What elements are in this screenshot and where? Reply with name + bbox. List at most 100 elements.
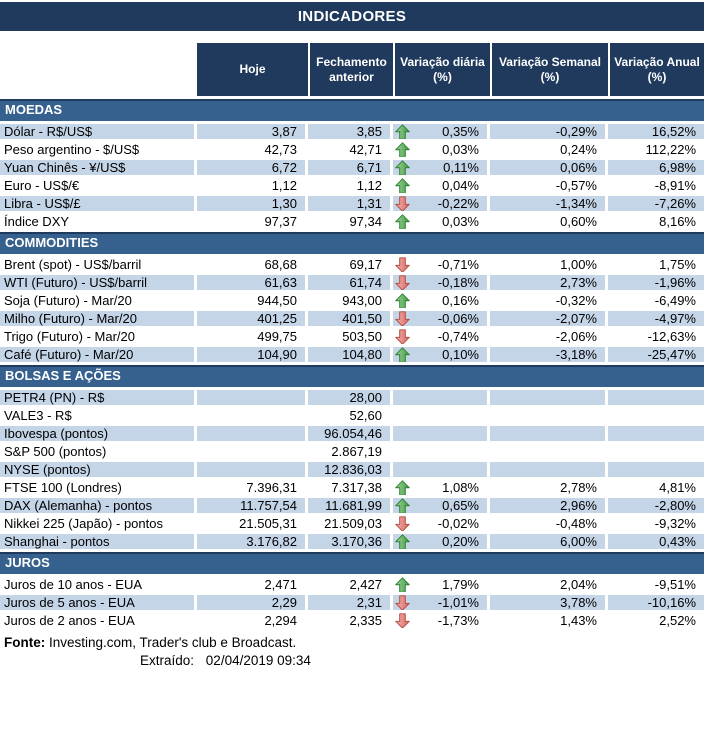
indicator-label-text: DAX (Alemanha) - pontos [4,498,153,513]
variacao-anual-value: 4,81% [608,480,704,498]
up-arrow-icon [395,214,410,229]
table-row: Yuan Chinês - ¥/US$ 6,72 6,71 0,11% 0,06% 6,9… [0,160,704,178]
column-header-variacao-diaria: Variação diária (%) [393,43,490,99]
table-row: Juros de 2 anos - EUA 2,294 2,335 -1,73% 1,4… [0,613,704,631]
indicator-label-text: Ibovespa (pontos) [4,426,109,441]
hoje-value: 944,50 [197,293,308,311]
variacao-diaria-value: -0,02% [393,516,490,534]
table-row: S&P 500 (pontos) 2.867,19 [0,444,704,462]
hoje-value-text: 61,63 [264,275,297,290]
hoje-value: 2,471 [197,577,308,595]
fechamento-value-text: 69,17 [349,257,382,272]
footer: Fonte: Investing.com, Trader's club e Br… [0,631,704,672]
up-arrow-icon [395,534,410,549]
fechamento-value-text: 28,00 [349,390,382,405]
table-row: Libra - US$/£ 1,30 1,31 -0,22% -1,34% -7,26% [0,196,704,214]
indicator-label: DAX (Alemanha) - pontos [0,498,197,516]
variacao-semanal-value: 0,24% [490,142,608,160]
hoje-value: 1,12 [197,178,308,196]
indicator-label: Yuan Chinês - ¥/US$ [0,160,197,178]
indicator-label: Ibovespa (pontos) [0,426,197,444]
fechamento-value: 2,31 [308,595,393,613]
hoje-value: 499,75 [197,329,308,347]
table-row: PETR4 (PN) - R$ 28,00 [0,390,704,408]
variacao-anual-value: 16,52% [608,124,704,142]
page-title: INDICADORES [297,8,407,25]
hoje-value: 97,37 [197,214,308,232]
up-arrow-icon [395,480,410,495]
hoje-value: 61,63 [197,275,308,293]
variacao-diaria-value: -0,74% [393,329,490,347]
indicator-label: S&P 500 (pontos) [0,444,197,462]
variacao-anual-value-text: -9,51% [654,577,696,592]
corner-cell [0,43,197,99]
variacao-semanal-value: -0,32% [490,293,608,311]
fechamento-value-text: 3.170,36 [331,534,382,549]
variacao-anual-value [608,444,704,462]
fechamento-value-text: 503,50 [342,329,382,344]
indicator-label: Milho (Futuro) - Mar/20 [0,311,197,329]
up-arrow-icon [395,124,410,139]
up-arrow-icon [395,142,410,157]
indicator-label-text: Juros de 5 anos - EUA [4,595,135,610]
up-arrow-icon [395,577,410,592]
variacao-semanal-value-text: 1,43% [560,613,597,628]
variacao-diaria-value-text: -0,18% [437,275,479,290]
indicator-label: Shanghai - pontos [0,534,197,552]
fechamento-value: 11.681,99 [308,498,393,516]
fechamento-value: 1,31 [308,196,393,214]
variacao-semanal-value-text: -2,06% [555,329,597,344]
variacao-anual-value-text: -10,16% [647,595,696,610]
fechamento-value: 104,80 [308,347,393,365]
variacao-semanal-value-text: 0,24% [560,142,597,157]
variacao-diaria-value-text: -0,71% [437,257,479,272]
variacao-diaria-value: -1,73% [393,613,490,631]
variacao-diaria-value [393,408,490,426]
fechamento-value-text: 2,427 [349,577,382,592]
fechamento-value-text: 97,34 [349,214,382,229]
table-row: Brent (spot) - US$/barril 68,68 69,17 -0,71… [0,257,704,275]
variacao-anual-value: 2,52% [608,613,704,631]
fechamento-value-text: 2,31 [356,595,382,610]
hoje-value [197,462,308,480]
indicator-label: Brent (spot) - US$/barril [0,257,197,275]
variacao-semanal-value-text: 1,00% [560,257,597,272]
variacao-semanal-value-text: 2,96% [560,498,597,513]
section-title: JUROS [0,552,704,577]
fechamento-value: 401,50 [308,311,393,329]
indicator-label: Dólar - R$/US$ [0,124,197,142]
column-header-hoje: Hoje [197,43,308,99]
variacao-semanal-value-text: 2,73% [560,275,597,290]
indicator-label: WTI (Futuro) - US$/barril [0,275,197,293]
hoje-value-text: 1,30 [271,196,297,211]
hoje-value-text: 2,294 [264,613,297,628]
variacao-anual-value: -4,97% [608,311,704,329]
variacao-semanal-value-text: 2,04% [560,577,597,592]
hoje-value: 104,90 [197,347,308,365]
indicator-label-text: Nikkei 225 (Japão) - pontos [4,516,163,531]
down-arrow-icon [395,196,410,211]
column-header-fechamento-anterior: Fechamento anterior [308,43,393,99]
fechamento-value-text: 104,80 [342,347,382,362]
hoje-value-text: 11.757,54 [240,498,297,513]
fechamento-value: 3.170,36 [308,534,393,552]
variacao-diaria-value: 0,20% [393,534,490,552]
variacao-semanal-value: 2,96% [490,498,608,516]
indicator-label: Nikkei 225 (Japão) - pontos [0,516,197,534]
hoje-value [197,390,308,408]
hoje-value: 1,30 [197,196,308,214]
indicator-label: Juros de 2 anos - EUA [0,613,197,631]
variacao-anual-value-text: -12,63% [647,329,696,344]
variacao-diaria-value-text: 0,65% [442,498,479,513]
up-arrow-icon [395,498,410,513]
variacao-anual-value: -6,49% [608,293,704,311]
fechamento-value-text: 52,60 [349,408,382,423]
variacao-anual-value-text: 4,81% [659,480,696,495]
indicator-label: Peso argentino - $/US$ [0,142,197,160]
hoje-value-text: 6,72 [271,160,297,175]
table-row: Trigo (Futuro) - Mar/20 499,75 503,50 -0,74… [0,329,704,347]
variacao-anual-value: -2,80% [608,498,704,516]
indicator-label-text: Peso argentino - $/US$ [4,142,140,157]
fechamento-value-text: 6,71 [356,160,382,175]
hoje-value: 11.757,54 [197,498,308,516]
